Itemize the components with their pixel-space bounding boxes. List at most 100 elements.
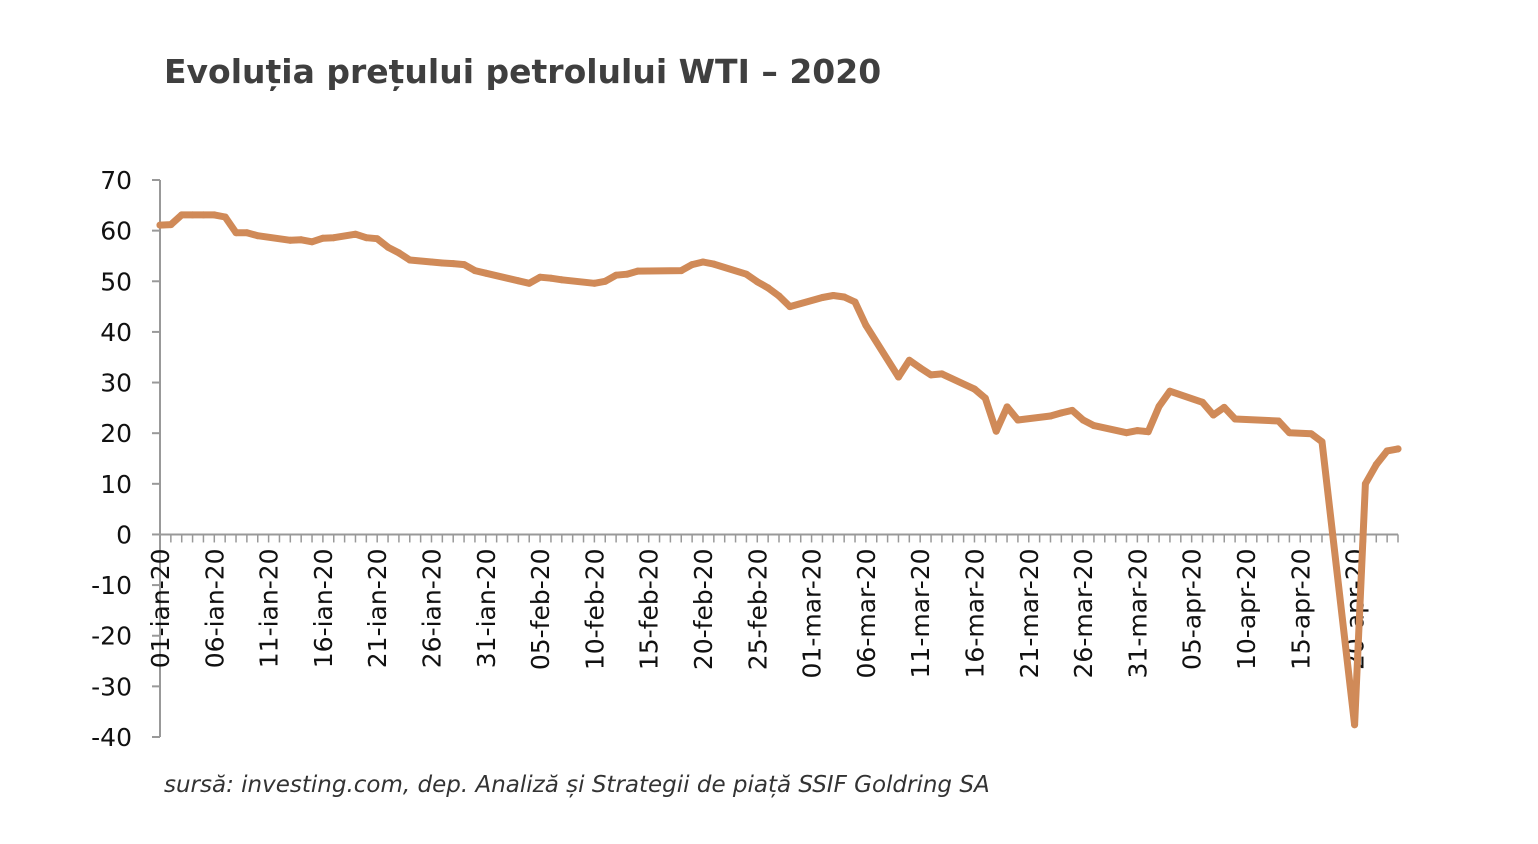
data-point xyxy=(775,292,783,300)
x-tick-label: 25-feb-20 xyxy=(743,548,772,670)
data-point xyxy=(1372,461,1380,469)
data-point xyxy=(395,249,403,257)
data-point xyxy=(1166,387,1174,395)
data-point xyxy=(254,232,262,240)
data-point xyxy=(471,267,479,275)
data-point xyxy=(851,298,859,306)
y-tick-label: -40 xyxy=(91,723,132,752)
x-tick-label: 10-feb-20 xyxy=(580,548,609,670)
x-tick-label: 16-mar-20 xyxy=(960,548,989,678)
data-point xyxy=(829,292,837,299)
data-point xyxy=(1003,403,1011,411)
y-axis: 70 60 50 40 30 20 10 0 -10 -20 -30 -40 xyxy=(91,166,161,752)
x-tick-label: 21-mar-20 xyxy=(1015,548,1044,678)
data-point xyxy=(1057,409,1065,417)
data-point xyxy=(753,278,761,286)
data-point xyxy=(677,267,685,275)
data-point xyxy=(1155,402,1163,410)
data-point xyxy=(1199,398,1206,406)
data-point xyxy=(428,258,435,266)
data-point xyxy=(178,211,186,219)
data-point xyxy=(1144,428,1152,436)
y-tick-label: 70 xyxy=(100,166,132,195)
data-point xyxy=(438,259,446,267)
data-point xyxy=(1090,422,1098,430)
series-group xyxy=(156,211,1402,729)
y-tick-label: 60 xyxy=(100,217,132,246)
data-point xyxy=(482,269,490,277)
x-tick-label: 15-feb-20 xyxy=(635,548,664,670)
data-point xyxy=(818,294,826,301)
data-point xyxy=(373,235,381,243)
data-point xyxy=(1351,721,1359,729)
x-tick-label: 16-ian-20 xyxy=(309,548,338,668)
y-tick-label: 50 xyxy=(100,267,132,296)
data-point xyxy=(1285,429,1293,437)
y-tick-label: 30 xyxy=(100,369,132,398)
x-tick-label: 01-mar-20 xyxy=(798,548,827,678)
x-tick-label: 11-ian-20 xyxy=(255,548,284,668)
series-line xyxy=(156,211,1402,729)
data-point xyxy=(601,277,609,285)
data-point xyxy=(547,274,555,282)
data-point xyxy=(362,234,370,242)
x-tick-label: 26-ian-20 xyxy=(417,548,446,668)
data-point xyxy=(1220,403,1228,411)
data-point xyxy=(764,284,772,292)
data-point xyxy=(938,370,946,378)
data-point xyxy=(156,221,164,229)
data-point xyxy=(905,356,913,364)
y-tick-label: 10 xyxy=(100,470,132,499)
data-point xyxy=(1209,411,1217,419)
y-tick-label: -10 xyxy=(91,571,132,600)
x-tick-label: 11-mar-20 xyxy=(906,548,935,678)
data-point xyxy=(514,277,522,285)
x-axis: 01-ian-20 06-ian-20 11-ian-20 16-ian-20 21-i… xyxy=(146,533,1399,678)
data-point xyxy=(384,243,392,251)
data-point xyxy=(1068,406,1076,414)
data-point xyxy=(916,364,924,372)
x-tick-label: 05-feb-20 xyxy=(526,548,555,670)
data-point xyxy=(406,256,414,264)
data-point xyxy=(221,213,229,221)
data-point xyxy=(243,229,251,237)
x-tick-label: 05-apr-20 xyxy=(1178,548,1207,670)
data-point xyxy=(1047,412,1054,420)
x-tick-label: 06-mar-20 xyxy=(852,548,881,678)
x-tick-label: 20-feb-20 xyxy=(689,548,718,670)
data-point xyxy=(1133,427,1141,435)
data-point xyxy=(840,293,848,301)
x-tick-label: 31-mar-20 xyxy=(1123,548,1152,678)
data-point xyxy=(634,267,642,275)
y-tick-label: 40 xyxy=(100,318,132,347)
data-point xyxy=(786,303,794,311)
data-point xyxy=(699,258,707,266)
y-tick-label: 20 xyxy=(100,419,132,448)
chart-title: Evoluția prețului petrolului WTI – 2020 xyxy=(164,52,882,91)
data-point xyxy=(536,273,544,281)
data-point xyxy=(1014,416,1022,424)
x-tick-label: 06-ian-20 xyxy=(200,548,229,668)
data-point xyxy=(1231,415,1239,423)
data-point xyxy=(449,260,457,268)
data-point xyxy=(862,321,870,329)
data-point xyxy=(352,230,359,238)
data-point xyxy=(1383,447,1391,455)
data-point xyxy=(1318,438,1326,446)
x-tick-label: 31-ian-20 xyxy=(472,548,501,668)
x-tick-label: 10-apr-20 xyxy=(1232,548,1261,670)
y-tick-label: -30 xyxy=(91,672,132,701)
data-point xyxy=(297,236,305,244)
data-point xyxy=(1123,429,1130,437)
data-point xyxy=(319,234,327,242)
data-point xyxy=(1394,445,1402,453)
x-tick-label: 21-ian-20 xyxy=(363,548,392,668)
data-point xyxy=(210,211,218,219)
source-note: sursă: investing.com, dep. Analiză și St… xyxy=(164,772,990,798)
x-tick-label: 26-mar-20 xyxy=(1069,548,1098,678)
data-point xyxy=(710,260,718,268)
x-tick-label: 01-ian-20 xyxy=(146,548,175,668)
data-point xyxy=(330,234,338,242)
data-point xyxy=(1361,480,1369,488)
